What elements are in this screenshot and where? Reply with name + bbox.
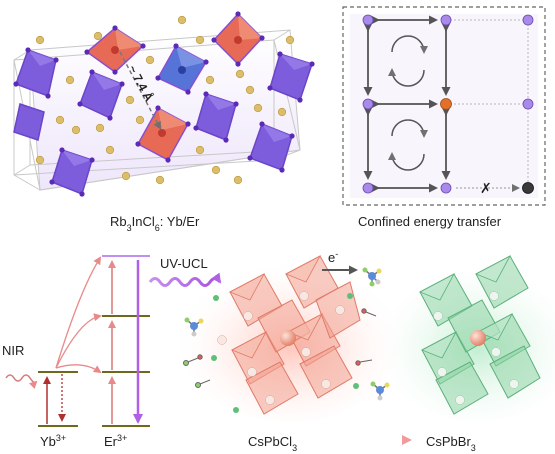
transfer-panel: ✗ Confined energy transfer [342,6,546,229]
octahedron-blue-center [156,44,208,93]
cspbbr3-label: CsPbBr3 [426,434,476,453]
blocked-mark: ✗ [480,180,492,196]
transfer-ions [362,14,534,194]
ligand-molecules [183,267,390,413]
energy-panel: NIR UV-UCL Yb3+ Er3+ [2,255,222,449]
yb-label: Yb3+ [40,433,66,449]
octahedra-highlights [28,50,312,166]
cs-cation-red [280,330,296,346]
electron-label: e- [328,249,338,265]
energy-transfer-curves [55,256,102,374]
transfer-arrows [363,15,451,193]
crystal-label: Rb3InCl6: Yb/Er [110,214,200,233]
cycle-icon-top [388,35,428,87]
octahedron-red-top [85,27,145,73]
transfer-grid [446,19,529,188]
erbium-ion [440,98,452,110]
cycle-icon-bottom [388,119,428,171]
uvucl-label: UV-UCL [160,256,208,271]
quencher-ion [522,182,534,194]
cs-cation-green [470,330,486,346]
nanocrystal-panel: e- CsPbCl3 CsPbBr3 [180,249,555,453]
transfer-label: Confined energy transfer [358,214,502,229]
cspbbr3-lattice [419,255,541,415]
rubidium-spheres [35,15,295,185]
uv-wave-icon [148,272,222,287]
distance-line [119,51,161,130]
nir-label: NIR [2,343,24,358]
transfer-frame [342,6,546,206]
nir-wave-icon [5,374,38,390]
cspbcl3-label: CsPbCl3 [248,434,297,453]
crystal-panel: ~ 7.4 Å Rb3InCl6: Yb/Er [13,11,315,233]
er-label: Er3+ [104,433,127,449]
energy-levels [38,315,150,427]
chlorine-dots [13,11,315,197]
